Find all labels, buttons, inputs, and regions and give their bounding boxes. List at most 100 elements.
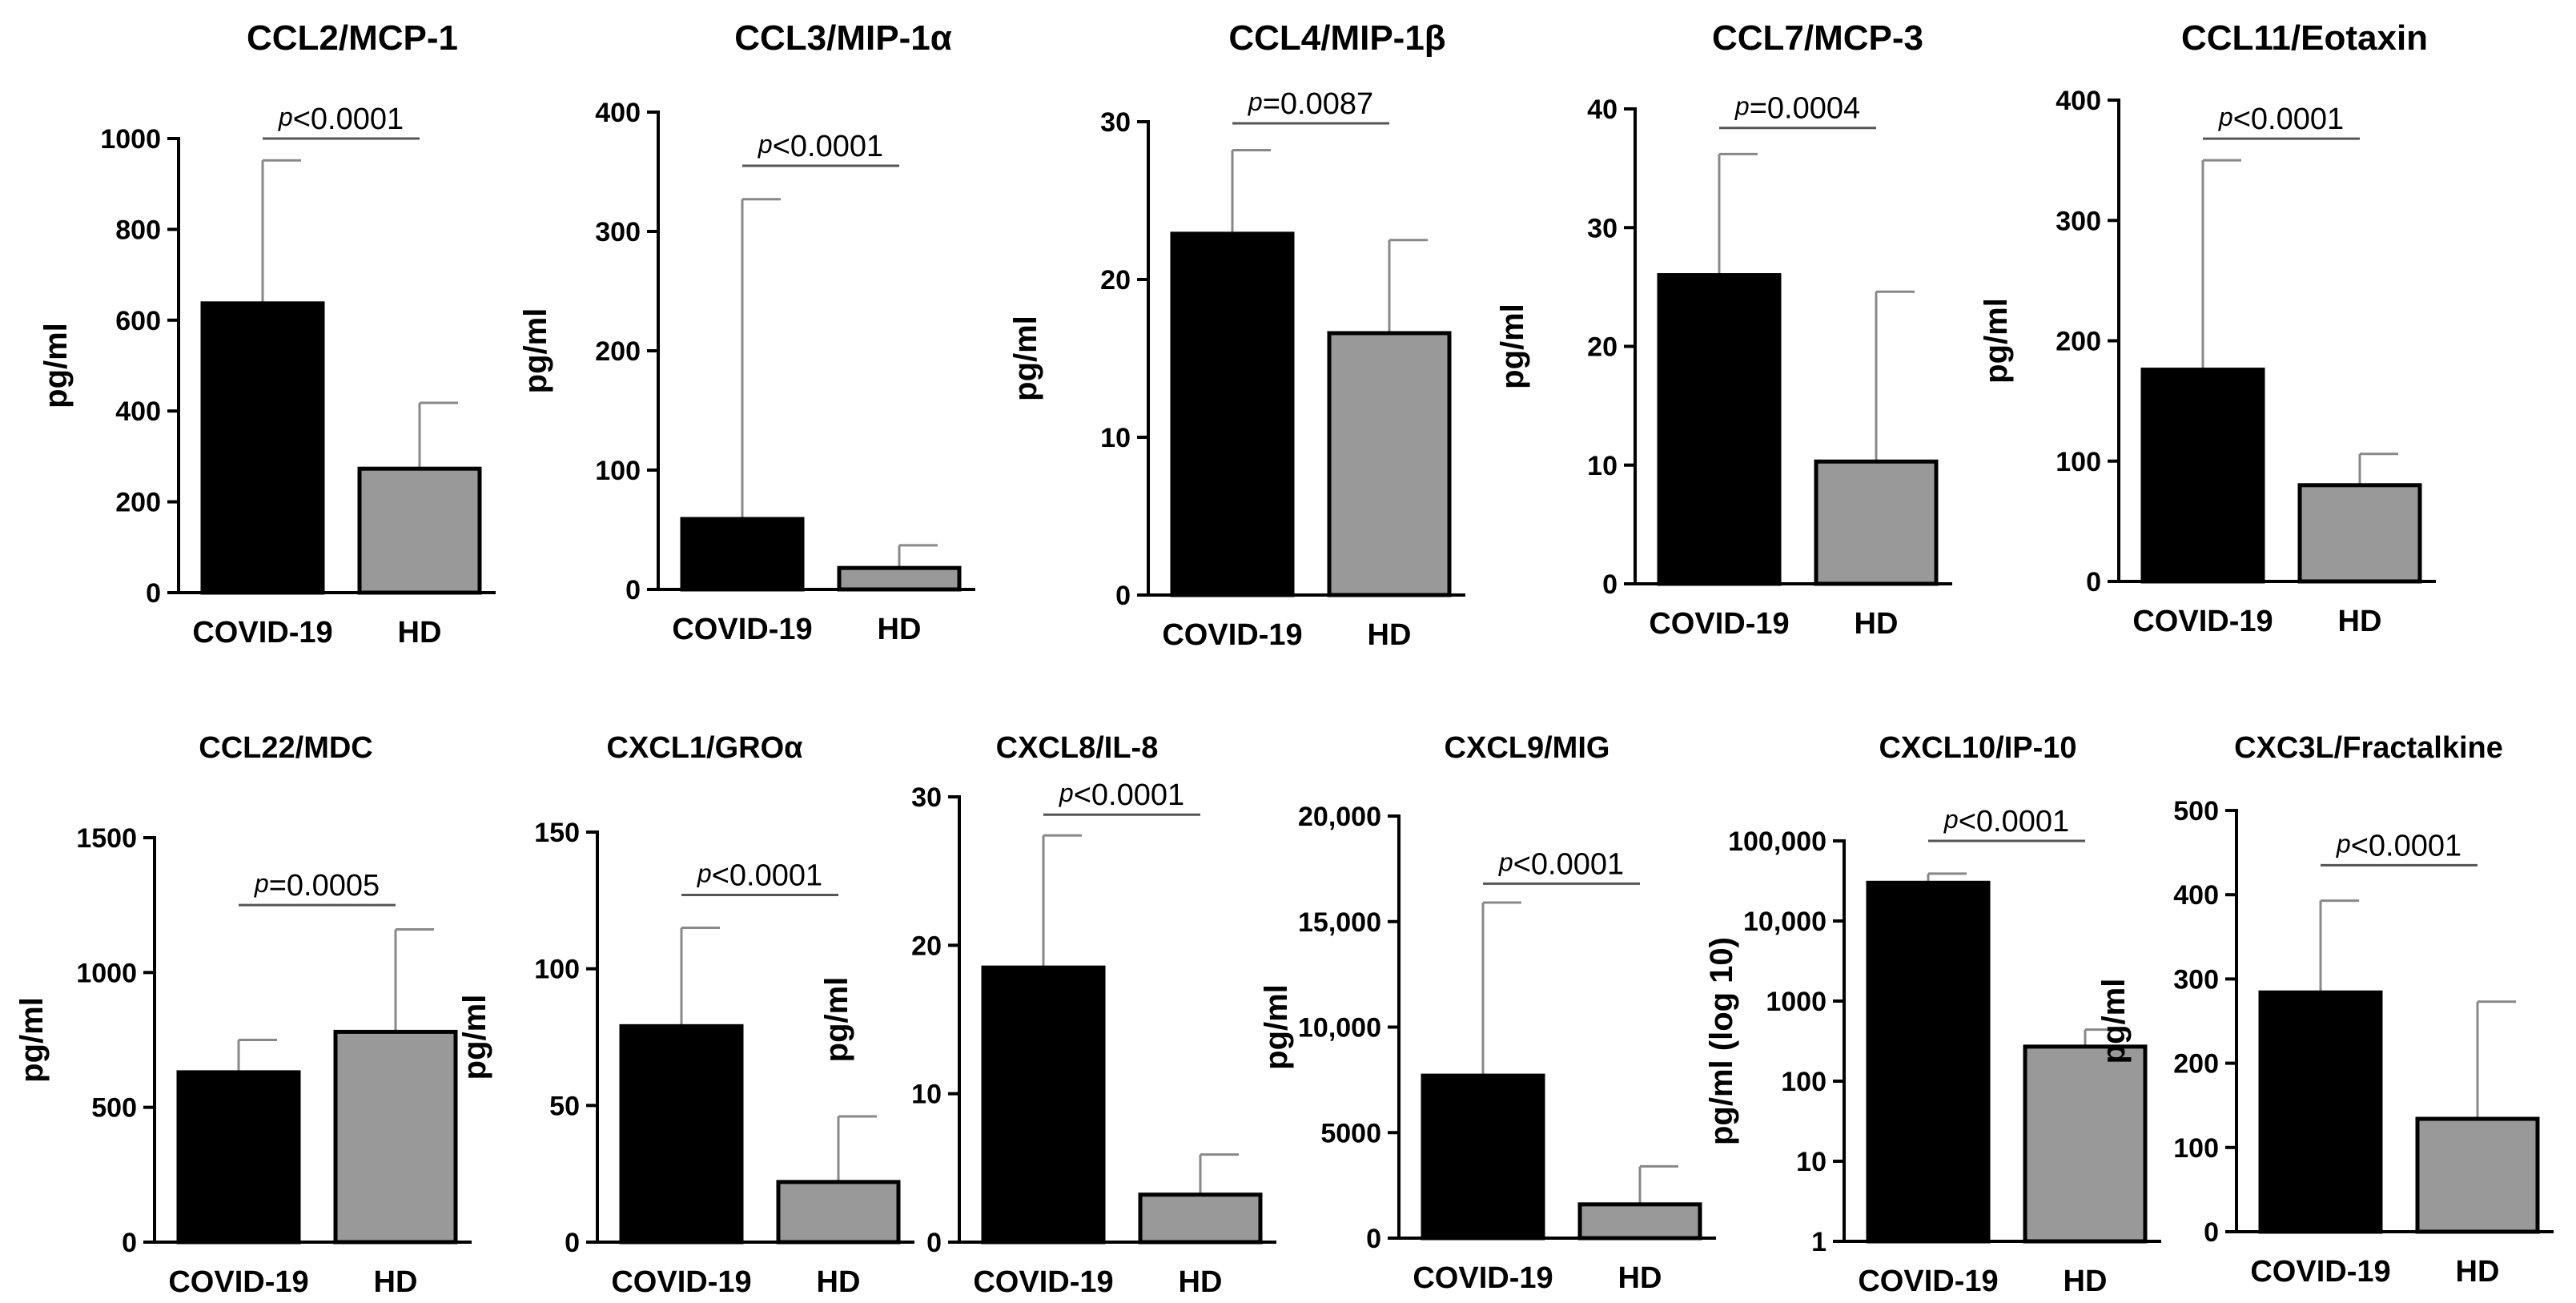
y-tick-label: 300: [595, 217, 641, 247]
panel-title: CCL7/MCP-3: [1712, 18, 1923, 58]
y-axis-label: pg/ml: [1008, 316, 1043, 401]
category-label: HD: [878, 613, 922, 646]
chart-panel-2: CCL3/MIP-1α 0 100 200 300 400 pg/ml COVID-19 HD p…: [518, 18, 975, 646]
category-label: COVID-19: [2132, 605, 2273, 638]
y-tick-label: 20: [1100, 265, 1131, 296]
y-tick-label: 0: [2086, 567, 2101, 597]
bar-hd: [333, 1029, 458, 1245]
y-tick-label: 30: [911, 782, 942, 813]
chart-panel-7: CXCL1/GROα 0 50 100 150 pg/ml COVID-19 HD p<0.00…: [457, 731, 914, 1299]
y-tick-label: 10: [911, 1080, 942, 1110]
y-tick-label: 0: [565, 1228, 580, 1258]
category-label: COVID-19: [611, 1265, 751, 1299]
y-axis-label: pg/ml: [457, 995, 492, 1080]
y-tick-label: 200: [2173, 1049, 2219, 1080]
y-tick-label: 400: [2173, 880, 2219, 911]
y-tick-label: 15,000: [1298, 907, 1381, 938]
y-tick-label: 10: [1796, 1147, 1827, 1177]
category-label: COVID-19: [2250, 1255, 2390, 1289]
category-label: HD: [1618, 1261, 1662, 1295]
chart-panel-10: CXCL10/IP-10 1 10 100 1000 10,000 100,000 pg/ml…: [1704, 731, 2161, 1298]
bar-hd: [776, 1180, 901, 1245]
bar-covid19: [619, 1023, 744, 1245]
y-tick-label: 100: [2056, 447, 2101, 477]
y-tick-label: 300: [2173, 964, 2219, 995]
category-label: HD: [1368, 618, 1412, 652]
p-value-label: p<0.0001: [1943, 805, 2069, 839]
y-axis-label: pg/ml: [518, 308, 553, 394]
y-axis-label: pg/ml: [1495, 304, 1530, 389]
p-value-label: p<0.0001: [1059, 778, 1184, 812]
y-tick-label: 0: [926, 1228, 942, 1258]
y-tick-label: 400: [115, 396, 161, 427]
category-label: HD: [2456, 1255, 2500, 1289]
bar-covid19: [981, 965, 1106, 1245]
panel-title: CXCL10/IP-10: [1879, 731, 2076, 765]
y-axis-label: pg/ml: [2096, 979, 2132, 1064]
y-tick-label: 600: [115, 306, 161, 336]
bar-covid19: [200, 301, 325, 595]
y-tick-label: 100: [595, 456, 641, 486]
bar-covid19: [680, 517, 805, 592]
p-value-label: p=0.0004: [1734, 92, 1860, 126]
y-tick-label: 1000: [100, 124, 161, 155]
panel-title: CCL2/MCP-1: [247, 18, 458, 58]
bar-covid19: [2258, 990, 2383, 1234]
y-tick-label: 20,000: [1298, 802, 1381, 832]
y-tick-label: 10,000: [1743, 907, 1827, 937]
panel-title: CCL11/Eotaxin: [2181, 18, 2428, 58]
category-label: HD: [2338, 605, 2382, 638]
y-tick-label: 30: [1587, 213, 1618, 243]
bar-hd: [2023, 1044, 2148, 1244]
y-axis-label: pg/ml: [14, 997, 50, 1083]
y-tick-label: 0: [625, 575, 641, 605]
y-axis-label: pg/ml: [1979, 298, 2014, 384]
y-tick-label: 1500: [76, 823, 137, 854]
y-tick-label: 20: [1587, 332, 1618, 363]
y-tick-label: 10,000: [1298, 1013, 1381, 1044]
y-tick-label: 400: [2056, 86, 2101, 116]
y-tick-label: 200: [595, 336, 641, 367]
p-value-label: p=0.0087: [1248, 87, 1373, 121]
bar-hd: [1327, 331, 1452, 597]
chart-panel-3: CCL4/MIP-1β 0 10 20 30 pg/ml COVID-19 HD p=0.008…: [1008, 18, 1465, 652]
y-tick-label: 150: [534, 818, 580, 848]
panel-title: CCL22/MDC: [199, 731, 372, 765]
category-label: HD: [817, 1265, 861, 1299]
chart-panel-11: CXC3L/Fractalkine 0 100 200 300 400 500 pg/ml CO…: [2096, 731, 2554, 1289]
category-label: COVID-19: [1413, 1261, 1553, 1295]
y-axis-label: pg/ml: [819, 977, 854, 1063]
y-tick-label: 30: [1100, 107, 1131, 138]
bar-hd: [1577, 1202, 1702, 1241]
bar-hd: [1814, 459, 1939, 586]
panel-title: CCL3/MIP-1α: [734, 18, 952, 58]
chart-panel-6: CCL22/MDC 0 500 1000 1500 pg/ml COVID-19 HD p=0.…: [14, 731, 472, 1299]
y-tick-label: 40: [1587, 95, 1618, 125]
panel-title: CXCL8/IL-8: [996, 731, 1159, 765]
p-value-label: p<0.0001: [697, 859, 822, 893]
y-tick-label: 400: [595, 98, 641, 128]
y-tick-label: 500: [2173, 796, 2219, 826]
chart-panel-4: CCL7/MCP-3 0 10 20 30 40 pg/ml COVID-19 HD p=0.00…: [1495, 18, 1952, 641]
y-tick-label: 100: [2173, 1133, 2219, 1164]
panel-title: CCL4/MIP-1β: [1228, 18, 1445, 58]
y-tick-label: 100: [534, 955, 580, 985]
bar-covid19: [1657, 273, 1782, 586]
y-tick-label: 0: [1115, 581, 1131, 611]
y-tick-label: 100,000: [1728, 826, 1827, 857]
bar-hd: [1138, 1192, 1263, 1245]
y-tick-label: 0: [1366, 1224, 1381, 1254]
bar-hd: [357, 466, 482, 595]
y-tick-label: 0: [2204, 1217, 2219, 1248]
y-tick-label: 20: [911, 931, 942, 961]
panel-title: CXC3L/Fractalkine: [2234, 731, 2503, 765]
category-label: HD: [1855, 607, 1899, 641]
bar-covid19: [2140, 368, 2265, 584]
bar-hd: [2297, 483, 2422, 584]
y-axis-label: pg/ml (log 10): [1704, 937, 1739, 1145]
y-axis-label: pg/ml: [38, 323, 74, 408]
p-value-label: p=0.0005: [254, 869, 380, 903]
category-label: HD: [398, 616, 442, 649]
bar-covid19: [1170, 231, 1295, 597]
